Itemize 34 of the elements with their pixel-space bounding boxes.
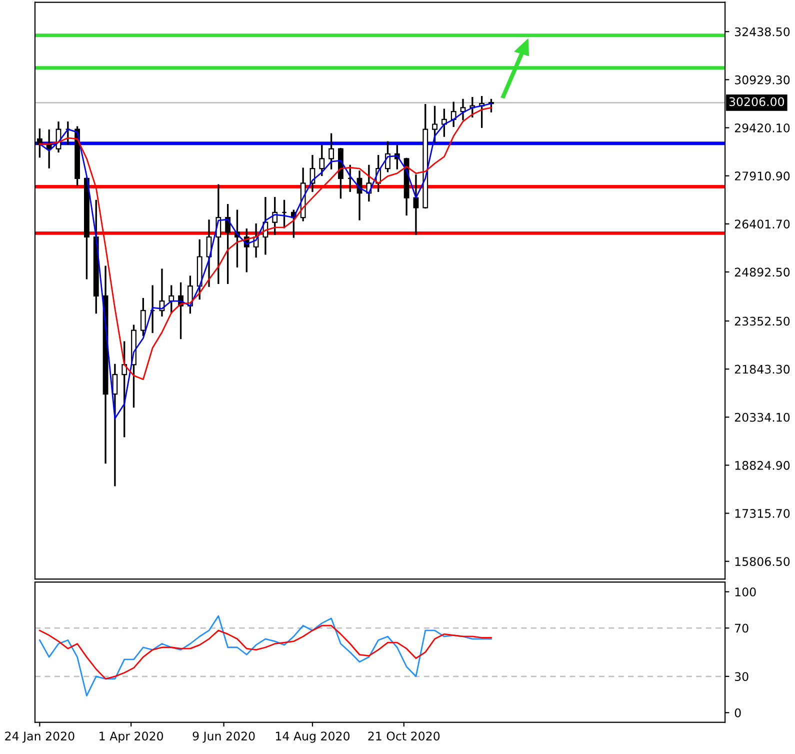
candlestick: [328, 133, 334, 170]
y-tick-label: 32438.50: [734, 27, 790, 36]
y-tick-label: 27910.90: [734, 172, 790, 180]
y-tick-label: 70: [735, 624, 748, 633]
candlestick: [432, 106, 438, 143]
candlestick: [168, 285, 174, 314]
y-tick-label: 26401.70: [734, 220, 790, 229]
y-tick-label: 17315.70: [735, 509, 790, 518]
candlestick: [450, 102, 456, 127]
candlestick: [413, 174, 419, 235]
x-tick-label: 1 Apr 2020: [100, 732, 164, 743]
y-tick-label: 20334.10: [734, 412, 790, 422]
y-tick-label: 21843.30: [734, 364, 790, 374]
line-series: [38, 615, 492, 696]
x-tick-label: 9 Jun 2020: [192, 732, 255, 743]
candlestick: [319, 145, 325, 176]
candlestick: [122, 341, 128, 438]
y-tick-label: 29420.10: [734, 123, 790, 132]
candlestick: [140, 298, 146, 336]
x-tick-label: 14 Aug 2020: [276, 732, 350, 743]
y-tick-label: 15806.50: [735, 557, 790, 566]
y-tick-label: 30929.30: [734, 75, 790, 84]
line-series: [38, 624, 492, 680]
x-tick-label: 24 Jan 2020: [5, 732, 74, 743]
y-tick-label: 0: [734, 708, 741, 718]
x-tick-label: 21 Oct 2020: [368, 732, 440, 740]
y-tick-label: 30: [734, 672, 748, 682]
y-tick-label: 100: [735, 587, 756, 596]
candlestick: [225, 204, 231, 284]
y-tick-label: 18824.90: [735, 460, 790, 470]
y-tick-label: 24892.50: [734, 268, 790, 277]
ref-line-label: 30206.00: [729, 97, 784, 106]
y-tick-label: 23352.50: [734, 316, 790, 326]
candlestick: [112, 364, 118, 486]
